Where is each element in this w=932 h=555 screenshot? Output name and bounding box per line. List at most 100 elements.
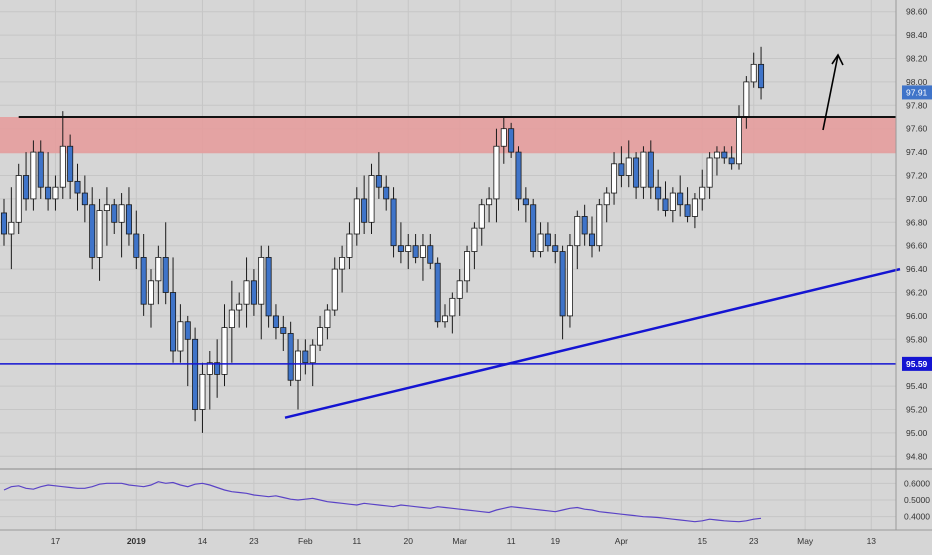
candle-down[interactable] xyxy=(758,63,765,89)
candle-down[interactable] xyxy=(589,233,596,247)
candle-down[interactable] xyxy=(125,204,132,235)
candle-down[interactable] xyxy=(655,186,662,200)
candle-down[interactable] xyxy=(559,251,566,317)
candle-down[interactable] xyxy=(721,151,728,159)
candle-down[interactable] xyxy=(390,198,397,247)
candle-up[interactable] xyxy=(603,192,610,206)
up-arrow-line[interactable] xyxy=(822,54,839,131)
candle-up[interactable] xyxy=(419,245,426,258)
candle-down[interactable] xyxy=(581,216,588,235)
candle-down[interactable] xyxy=(522,198,529,206)
candle-up[interactable] xyxy=(405,245,412,252)
candle-down[interactable] xyxy=(162,256,169,293)
candle-up[interactable] xyxy=(493,145,500,200)
candle-down[interactable] xyxy=(23,175,30,200)
candle-down[interactable] xyxy=(397,245,404,252)
candle-up[interactable] xyxy=(243,280,250,305)
candle-up[interactable] xyxy=(706,157,713,188)
candle-up[interactable] xyxy=(743,81,750,118)
candle-up[interactable] xyxy=(331,268,338,311)
candle-up[interactable] xyxy=(537,233,544,252)
candle-down[interactable] xyxy=(170,292,177,352)
candle-down[interactable] xyxy=(361,198,368,223)
candle-down[interactable] xyxy=(0,212,7,235)
candle-up[interactable] xyxy=(236,303,243,311)
candle-down[interactable] xyxy=(81,192,88,206)
candle-down[interactable] xyxy=(618,163,625,176)
indicator-line[interactable] xyxy=(3,481,762,523)
candle-down[interactable] xyxy=(214,362,221,375)
candle-down[interactable] xyxy=(37,151,44,188)
level-price-badge[interactable] xyxy=(902,356,932,371)
last-price-badge[interactable] xyxy=(902,85,932,100)
candle-down[interactable] xyxy=(728,157,735,165)
candle-up[interactable] xyxy=(206,362,213,375)
candle-up[interactable] xyxy=(464,251,471,282)
candle-up[interactable] xyxy=(52,186,59,200)
candle-up[interactable] xyxy=(15,175,22,223)
candle-down[interactable] xyxy=(530,204,537,252)
candle-down[interactable] xyxy=(280,327,287,334)
candle-down[interactable] xyxy=(647,151,654,188)
candle-down[interactable] xyxy=(111,204,118,223)
candle-down[interactable] xyxy=(515,151,522,200)
candle-down[interactable] xyxy=(662,198,669,211)
candle-up[interactable] xyxy=(8,221,15,235)
candle-up[interactable] xyxy=(317,327,324,346)
candle-down[interactable] xyxy=(45,186,52,200)
candle-down[interactable] xyxy=(633,157,640,188)
candle-up[interactable] xyxy=(96,210,103,258)
candle-down[interactable] xyxy=(684,204,691,217)
candle-down[interactable] xyxy=(427,245,434,264)
candle-up[interactable] xyxy=(471,227,478,252)
candle-up[interactable] xyxy=(59,145,66,188)
candle-down[interactable] xyxy=(508,128,515,153)
candle-down[interactable] xyxy=(412,245,419,258)
candle-down[interactable] xyxy=(74,180,81,194)
candle-up[interactable] xyxy=(478,204,485,229)
candle-up[interactable] xyxy=(118,204,125,223)
candle-up[interactable] xyxy=(258,256,265,305)
candle-down[interactable] xyxy=(250,280,257,305)
candle-up[interactable] xyxy=(456,280,463,299)
candle-up[interactable] xyxy=(566,245,573,317)
candle-down[interactable] xyxy=(552,245,559,252)
candle-down[interactable] xyxy=(140,256,147,305)
candle-up[interactable] xyxy=(294,350,301,381)
candle-up[interactable] xyxy=(368,175,375,223)
candle-up[interactable] xyxy=(30,151,37,200)
candle-up[interactable] xyxy=(699,186,706,200)
candle-up[interactable] xyxy=(574,216,581,247)
candle-down[interactable] xyxy=(375,175,382,188)
candle-up[interactable] xyxy=(625,157,632,176)
indicator-pane[interactable] xyxy=(0,468,932,523)
candle-up[interactable] xyxy=(353,198,360,235)
candle-up[interactable] xyxy=(449,297,456,317)
candle-up[interactable] xyxy=(669,192,676,212)
candle-up[interactable] xyxy=(691,198,698,217)
candle-up[interactable] xyxy=(346,233,353,258)
candle-up[interactable] xyxy=(736,116,743,165)
candle-down[interactable] xyxy=(89,204,96,258)
candle-down[interactable] xyxy=(434,262,441,323)
candle-up[interactable] xyxy=(596,204,603,247)
candle-down[interactable] xyxy=(544,233,551,247)
candle-down[interactable] xyxy=(302,350,309,364)
candle-down[interactable] xyxy=(383,186,390,200)
candle-down[interactable] xyxy=(192,338,199,410)
candle-up[interactable] xyxy=(640,151,647,188)
candle-down[interactable] xyxy=(272,315,279,328)
candle-up[interactable] xyxy=(441,315,448,323)
candle-up[interactable] xyxy=(221,327,228,375)
candle-down[interactable] xyxy=(287,333,294,381)
candle-up[interactable] xyxy=(486,198,493,206)
candle-up[interactable] xyxy=(500,128,507,147)
candles-layer[interactable] xyxy=(0,46,765,433)
candle-up[interactable] xyxy=(324,309,331,328)
candle-up[interactable] xyxy=(103,204,110,211)
candle-up[interactable] xyxy=(228,309,235,328)
candle-up[interactable] xyxy=(611,163,618,194)
rising-trendline[interactable] xyxy=(284,267,901,419)
